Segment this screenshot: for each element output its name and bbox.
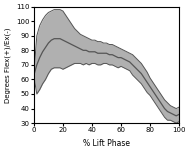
X-axis label: % Lift Phase: % Lift Phase <box>83 139 130 148</box>
Y-axis label: Degrees Flex(+)/Ex(-): Degrees Flex(+)/Ex(-) <box>4 27 11 103</box>
